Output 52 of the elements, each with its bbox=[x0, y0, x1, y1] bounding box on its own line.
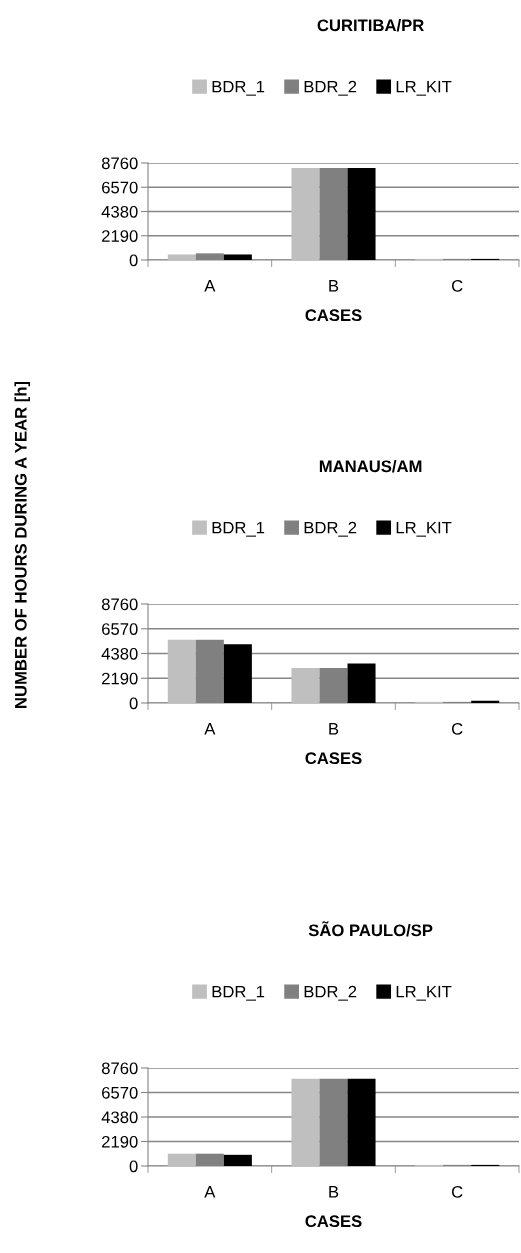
y-tick-label: 6570 bbox=[102, 623, 138, 635]
bar bbox=[223, 644, 252, 703]
y-tick-label: 4380 bbox=[101, 205, 138, 218]
bar bbox=[223, 254, 252, 260]
x-tick-label: A bbox=[204, 1186, 216, 1198]
chart-title: CURITIBA/PR bbox=[317, 18, 424, 32]
x-tick-label: C bbox=[451, 279, 463, 292]
x-tick-label: A bbox=[204, 280, 216, 292]
legend-label: BDR_2 bbox=[304, 80, 357, 96]
y-axis-title: NUMBER OF HOURS DURING A YEAR [h] bbox=[14, 381, 30, 708]
x-tick-label: B bbox=[329, 723, 339, 735]
x-axis-title: CASES bbox=[305, 309, 362, 322]
y-tick-label: 4380 bbox=[101, 1111, 138, 1124]
x-tick-label: C bbox=[451, 722, 463, 735]
legend-label: BDR_2 bbox=[304, 521, 357, 537]
y-tick-label: 2190 bbox=[102, 672, 138, 685]
bar bbox=[291, 168, 320, 260]
bar bbox=[167, 1153, 196, 1166]
y-tick-label: 2190 bbox=[102, 1135, 138, 1148]
y-tick-label: 0 bbox=[129, 697, 138, 710]
y-tick-label: 8760 bbox=[101, 157, 138, 170]
y-tick-label: 0 bbox=[129, 254, 138, 267]
y-tick-label: 6570 bbox=[102, 181, 138, 194]
y-tick-label: 4380 bbox=[101, 647, 138, 660]
y-tick-label: 0 bbox=[129, 1160, 138, 1173]
x-tick-label: B bbox=[329, 280, 339, 292]
x-axis-title: CASES bbox=[305, 752, 362, 765]
x-axis-title: CASES bbox=[305, 1215, 362, 1228]
legend-label: LR_KIT bbox=[396, 985, 452, 1001]
x-tick-label: C bbox=[451, 1185, 463, 1198]
x-tick-label: B bbox=[329, 1186, 339, 1198]
bar bbox=[347, 663, 376, 703]
bar bbox=[347, 168, 376, 260]
bar bbox=[291, 1078, 320, 1166]
bar bbox=[347, 1078, 376, 1166]
bar bbox=[291, 667, 320, 703]
y-tick-label: 8760 bbox=[101, 598, 138, 611]
y-tick-label: 8760 bbox=[101, 1062, 138, 1075]
legend-label: BDR_1 bbox=[212, 521, 265, 537]
legend-label: BDR_1 bbox=[212, 80, 265, 96]
legend-label: LR_KIT bbox=[396, 80, 452, 96]
bar bbox=[167, 639, 196, 703]
chart-title: MANAUS/AM bbox=[319, 459, 422, 473]
legend-label: LR_KIT bbox=[396, 521, 452, 537]
bar bbox=[223, 1154, 252, 1166]
bar bbox=[167, 254, 196, 260]
x-tick-label: A bbox=[204, 723, 216, 735]
y-tick-label: 2190 bbox=[102, 230, 138, 242]
legend-label: BDR_2 bbox=[304, 985, 357, 1001]
legend-label: BDR_1 bbox=[212, 985, 265, 1001]
chart-title: SÃO PAULO/SP bbox=[308, 921, 433, 937]
y-tick-label: 6570 bbox=[102, 1086, 138, 1099]
